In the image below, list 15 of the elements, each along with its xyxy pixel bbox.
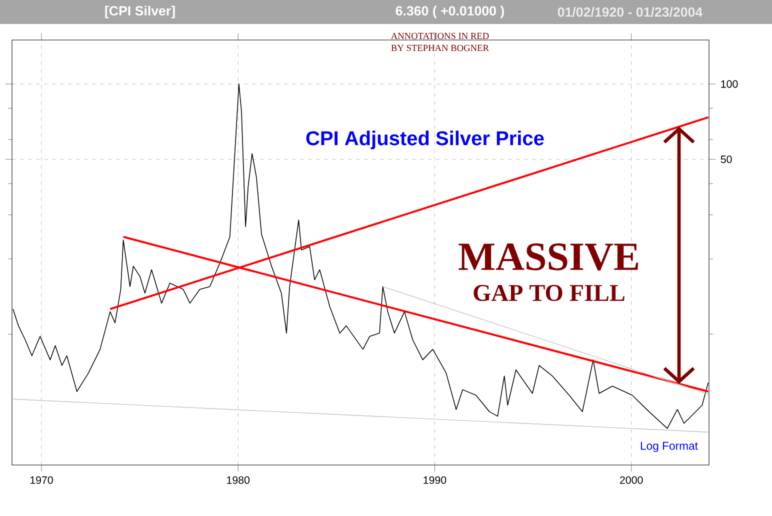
x-tick-label: 1980 [227,476,250,484]
y-tick-label: 100 [721,80,738,88]
annotation: GAP TO FILL [474,284,624,302]
text: 01/02/1920 - 01/23/2004 [558,7,703,17]
text: CPI Adjusted Silver Price [306,130,544,150]
x-tick-label: 2000 [620,476,643,484]
x-tick-label: 1990 [424,476,446,484]
annotation: Log Format [640,442,698,452]
text: [CPI Silver] [105,6,175,18]
annotation: BY STEPHAN BOGNER [391,44,489,52]
text: 6.360 ( +0.01000 ) [396,6,504,18]
x-tick-label: 1970 [30,476,53,484]
text: ANNOTATIONS IN RED [390,32,489,40]
y-tick-label: 50 [720,156,732,164]
annotation: MASSIVE [458,243,638,271]
